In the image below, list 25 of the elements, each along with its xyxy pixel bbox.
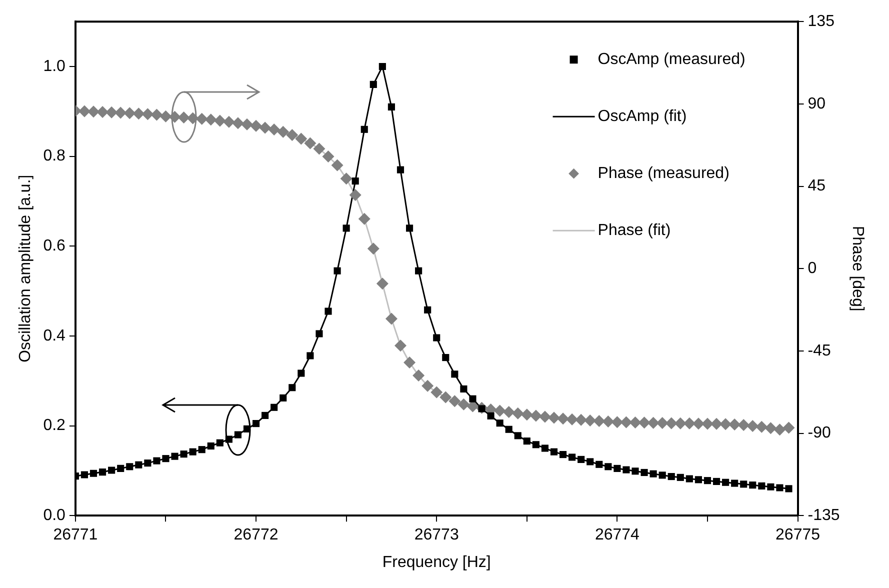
- y2-tick-label: 90: [808, 95, 826, 112]
- x-axis-title: Frequency [Hz]: [382, 554, 491, 571]
- legend-label: Phase (measured): [598, 165, 730, 182]
- x-tick-label: 26774: [594, 526, 640, 544]
- y-axis-title: Oscillation amplitude [a.u.]: [17, 174, 34, 362]
- y2-tick-label: -90: [808, 424, 832, 442]
- y-tick-label: 0.6: [43, 238, 66, 255]
- x-tick-label: 26773: [414, 526, 459, 544]
- legend-label: OscAmp (fit): [598, 108, 687, 126]
- legend-label: OscAmp (measured): [598, 51, 746, 68]
- x-tick-label: 26772: [234, 526, 278, 544]
- y2-tick-label: 45: [808, 178, 826, 195]
- x-tick-label: 26775: [776, 526, 820, 544]
- legend-label: Phase (fit): [598, 222, 671, 240]
- y2-tick-label: 0: [808, 260, 817, 278]
- y2-tick-label: -135: [808, 507, 840, 524]
- y-tick-label: 0.4: [43, 327, 66, 344]
- y2-tick-label: 135: [808, 13, 835, 30]
- y-tick-label: 0.2: [43, 417, 66, 434]
- y2-axis-title: Phase [deg]: [848, 226, 866, 312]
- y-tick-label: 1.0: [43, 58, 66, 75]
- y2-tick-label: -45: [808, 342, 832, 360]
- y-tick-label: 0.0: [43, 507, 66, 524]
- y-tick-label: 0.8: [43, 148, 66, 165]
- x-tick-label: 26771: [53, 526, 98, 544]
